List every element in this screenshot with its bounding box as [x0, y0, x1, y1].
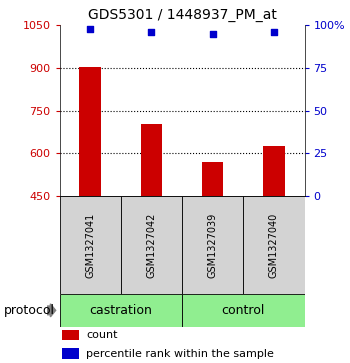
Bar [60, 196, 121, 294]
Bar [202, 162, 223, 196]
Text: GSM1327040: GSM1327040 [269, 212, 279, 278]
Text: GSM1327041: GSM1327041 [85, 212, 95, 278]
Text: GSM1327042: GSM1327042 [146, 212, 156, 278]
Text: count: count [86, 330, 118, 340]
Title: GDS5301 / 1448937_PM_at: GDS5301 / 1448937_PM_at [88, 8, 276, 22]
Bar [141, 123, 162, 196]
Bar [121, 196, 182, 294]
Point [148, 29, 154, 35]
Point [271, 29, 277, 35]
Bar [62, 330, 79, 340]
Point [88, 26, 93, 32]
Bar [243, 196, 304, 294]
FancyArrow shape [47, 304, 56, 317]
Bar [182, 196, 243, 294]
Text: protocol: protocol [4, 304, 55, 317]
Text: GSM1327039: GSM1327039 [208, 212, 218, 278]
Bar [62, 348, 79, 359]
Point [210, 31, 216, 37]
Bar [263, 146, 285, 196]
Bar [60, 294, 182, 327]
Text: control: control [222, 304, 265, 317]
Text: castration: castration [89, 304, 152, 317]
Bar [182, 294, 304, 327]
Bar [79, 67, 101, 196]
Text: percentile rank within the sample: percentile rank within the sample [86, 348, 274, 359]
